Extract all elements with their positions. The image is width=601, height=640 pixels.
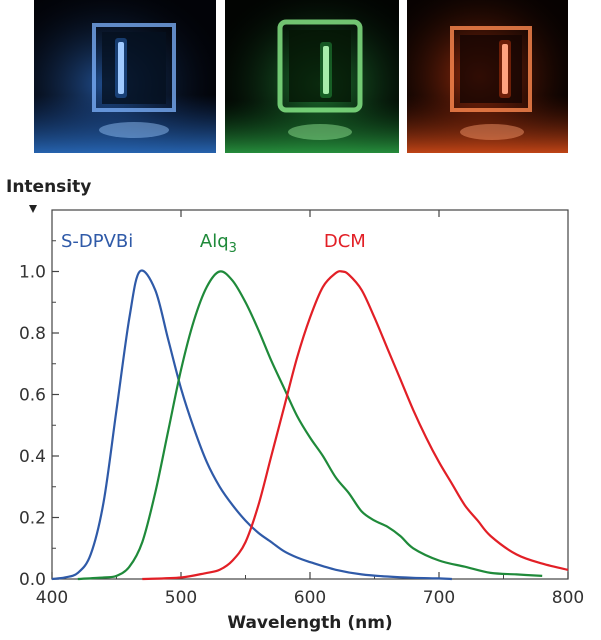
series-label: DCM — [324, 231, 366, 252]
series-label: S-DPVBi — [61, 231, 133, 252]
x-tick-label: 500 — [165, 588, 197, 608]
green-device-photo — [225, 0, 399, 153]
y-tick-label: 0.2 — [19, 509, 46, 529]
y-tick-label: 0.8 — [19, 324, 46, 344]
x-tick-label: 400 — [36, 588, 68, 608]
x-tick-label: 700 — [423, 588, 455, 608]
plot-frame — [51, 209, 569, 580]
series-line-alq3 — [77, 270, 543, 581]
y-tick-label: 0.0 — [19, 570, 46, 590]
y-axis-arrow-icon — [29, 205, 37, 213]
x-axis-title: Wavelength (nm) — [227, 613, 392, 633]
y-tick-label: 1.0 — [19, 263, 46, 283]
series-label: Alq3 — [200, 231, 237, 256]
x-tick-label: 800 — [552, 588, 584, 608]
y-tick-label: 0.6 — [19, 386, 46, 406]
x-tick-label: 600 — [294, 588, 326, 608]
blue-device-photo — [34, 0, 216, 153]
y-axis-title: Intensity — [6, 177, 91, 197]
series-line-s-dpvbi — [51, 269, 452, 581]
red-device-photo — [407, 0, 568, 153]
y-tick-label: 0.4 — [19, 447, 46, 467]
series-line-dcm — [142, 270, 569, 581]
